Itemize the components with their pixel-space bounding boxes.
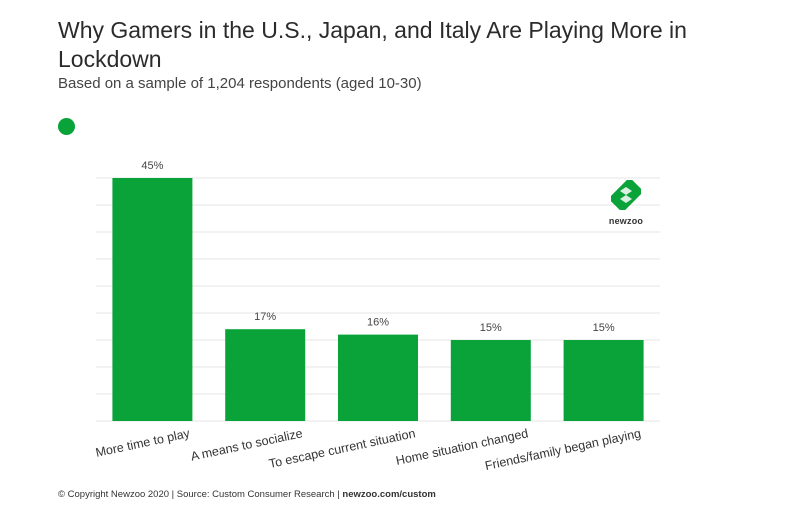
bar-value-label: 17%	[254, 311, 276, 323]
newzoo-logo-text: newzoo	[608, 216, 644, 226]
newzoo-logo: newzoo	[608, 178, 644, 226]
bar	[225, 329, 306, 421]
footer-separator-2: |	[334, 489, 343, 500]
footer-copyright: © Copyright Newzoo 2020	[58, 489, 170, 500]
footer: © Copyright Newzoo 2020 | Source: Custom…	[58, 489, 436, 500]
footer-separator-1: |	[169, 489, 177, 500]
bar	[112, 178, 193, 421]
bar-value-label: 15%	[593, 322, 615, 334]
footer-source: Source: Custom Consumer Research	[176, 489, 335, 500]
bar	[338, 334, 418, 421]
newzoo-logo-icon	[609, 178, 643, 212]
x-tick-label: More time to play	[94, 426, 191, 460]
chart-title: Why Gamers in the U.S., Japan, and Italy…	[58, 17, 687, 72]
bar-value-label: 16%	[367, 317, 389, 329]
legend-marker	[58, 118, 75, 135]
footer-url[interactable]: newzoo.com/custom	[342, 489, 436, 500]
chart-subtitle: Based on a sample of 1,204 respondents (…	[58, 75, 422, 92]
bar-value-label: 45%	[141, 160, 163, 172]
bar	[450, 340, 531, 421]
bar	[563, 340, 644, 421]
bar-value-label: 15%	[480, 322, 502, 334]
